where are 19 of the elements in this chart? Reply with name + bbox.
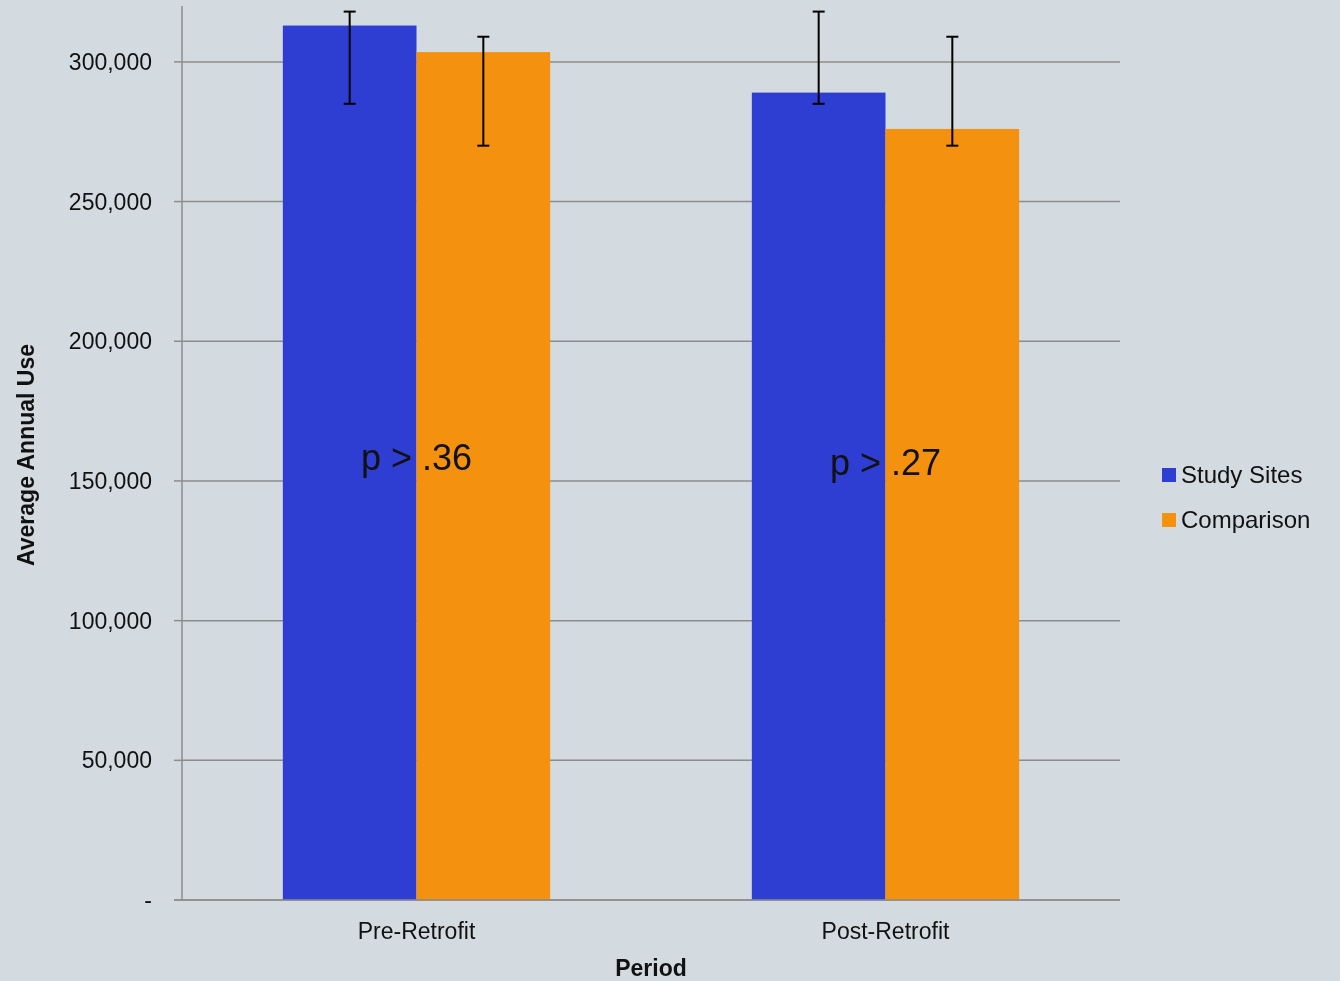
y-tick-label: 150,000 [68,467,152,494]
y-tick-label: - [144,887,152,914]
y-tick-label: 50,000 [81,747,152,774]
y-axis-title: Average Annual Use [13,344,39,566]
y-tick-label: 250,000 [68,188,152,215]
annotation: p > .36 [360,436,473,478]
bar [751,92,886,900]
bar [885,128,1020,900]
legend-label: Comparison [1181,506,1311,534]
y-tick-label: 100,000 [68,607,152,634]
y-tick-label: 200,000 [68,328,152,355]
x-tick-label: Pre-Retrofit [357,918,476,944]
x-axis-title: Period [615,955,687,981]
x-tick-label: Post-Retrofit [821,918,951,944]
y-tick-label: 300,000 [68,48,152,75]
annotation: p > .27 [829,442,942,484]
bar [282,25,417,900]
bar [416,52,551,900]
legend-label: Study Sites [1181,461,1303,489]
